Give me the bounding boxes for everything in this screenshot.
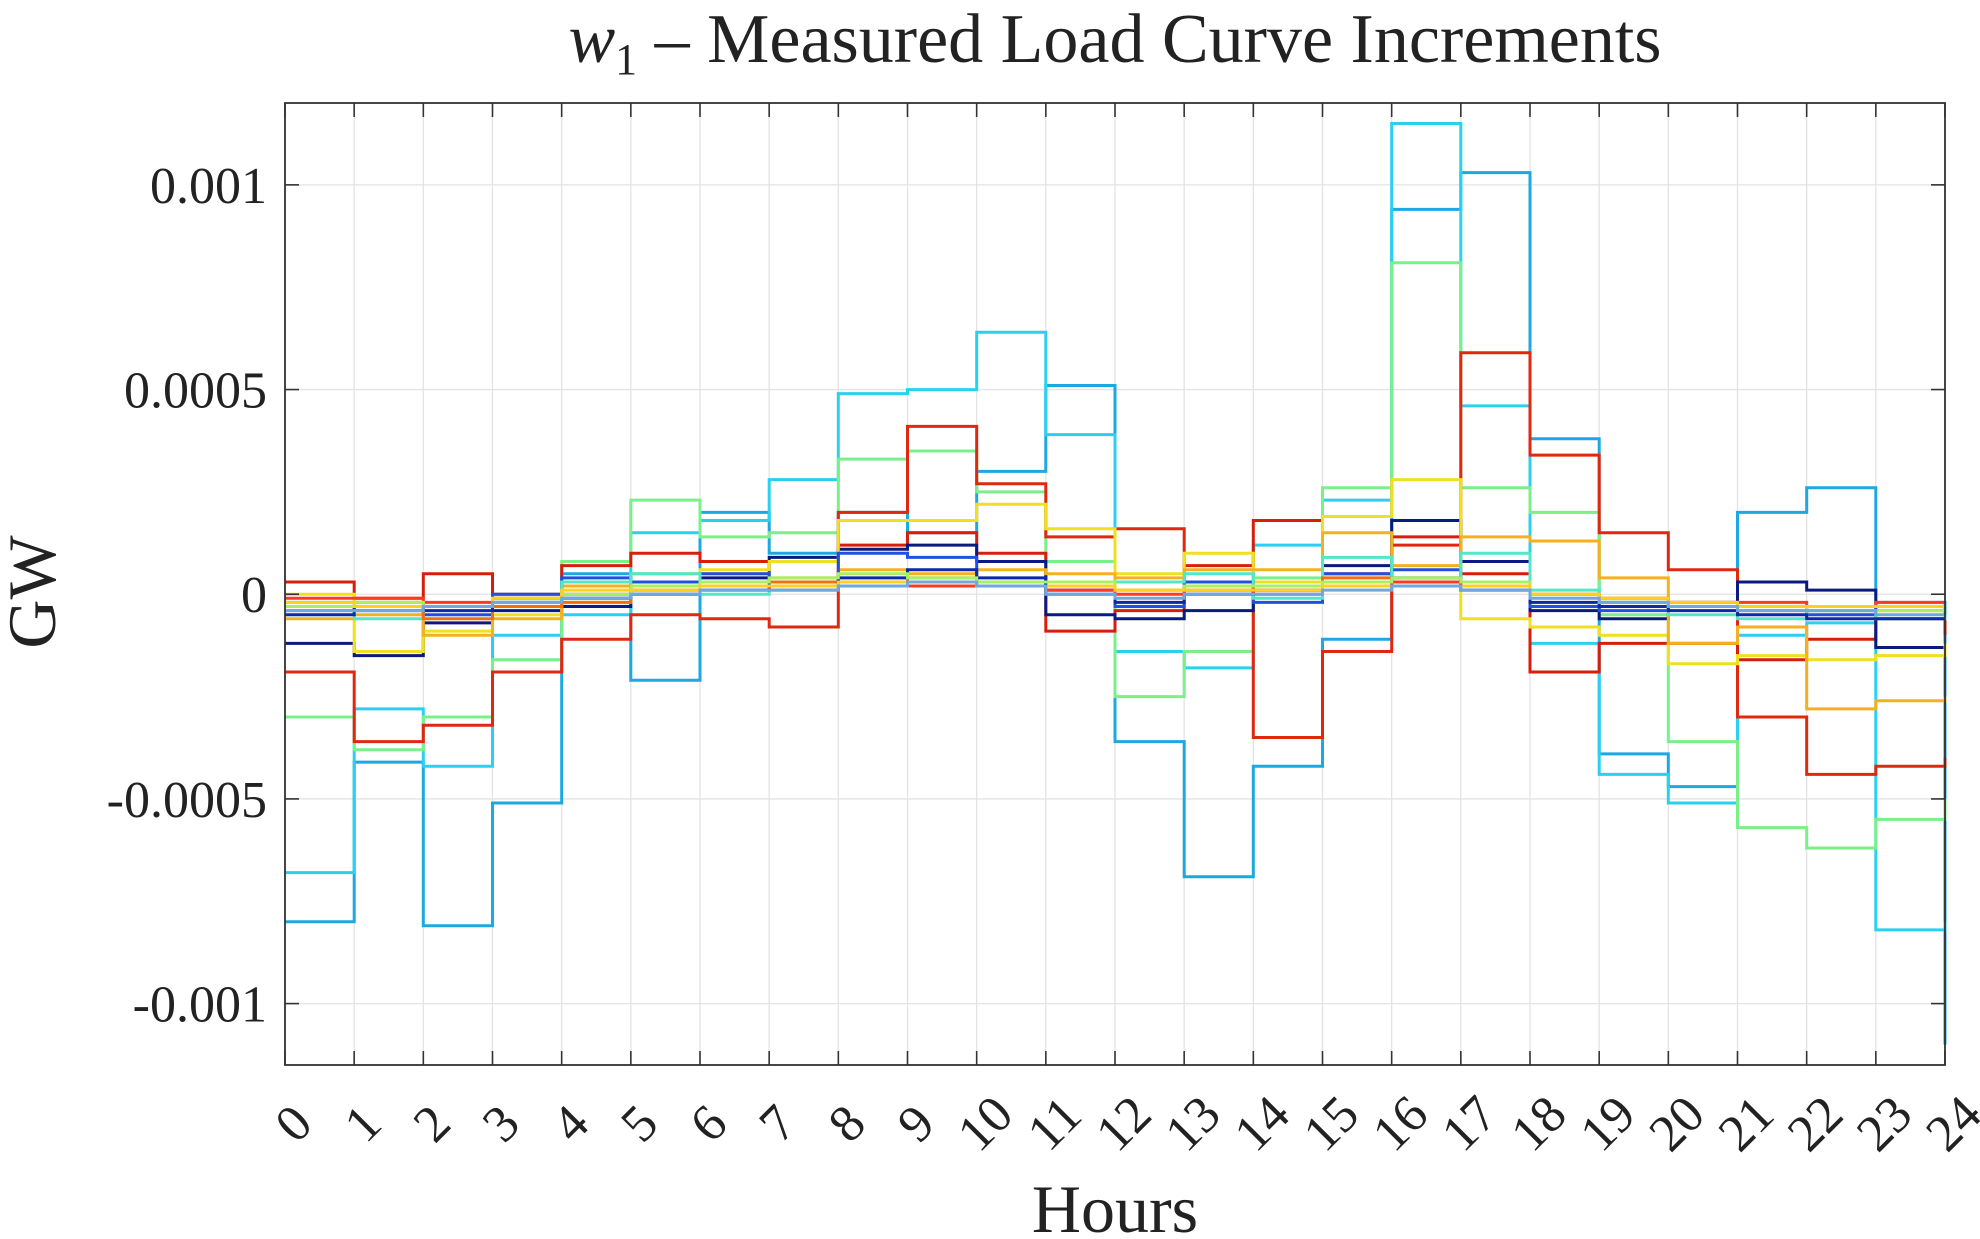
y-tick-label: 0	[241, 567, 267, 624]
series-line-s3	[285, 261, 1947, 850]
y-tick-label: 0.001	[150, 158, 267, 215]
title-symbol: w	[568, 1, 615, 78]
y-tick-label: 0.0005	[124, 363, 267, 420]
y-axis-label: GW	[0, 535, 70, 649]
title-text: – Measured Load Curve Increments	[637, 1, 1661, 78]
y-tick-labels: 0.001 0.0005 0 -0.0005 -0.001	[107, 158, 267, 1034]
chart-title: w1 – Measured Load Curve Increments	[568, 1, 1661, 84]
y-tick-label: -0.001	[133, 977, 267, 1034]
series-line-s16	[285, 580, 1945, 617]
axis-ticks	[284, 103, 1946, 1065]
y-tick-label: -0.0005	[107, 772, 267, 829]
title-subscript: 1	[615, 35, 637, 84]
x-axis-label: Hours	[1032, 1171, 1198, 1239]
series-lines	[285, 122, 1947, 1045]
series-line-s10	[285, 551, 1947, 621]
